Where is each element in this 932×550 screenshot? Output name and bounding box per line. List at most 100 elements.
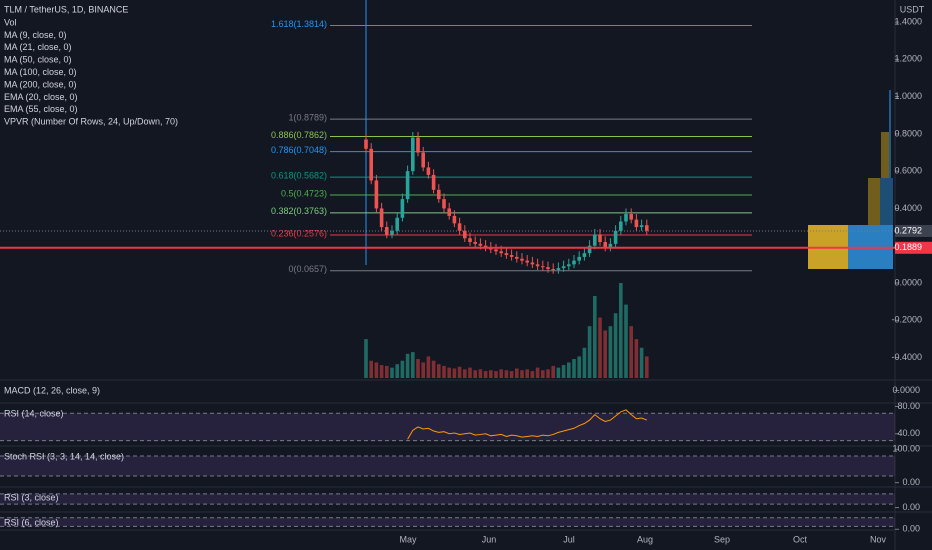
candle-body bbox=[556, 268, 561, 270]
volume-bar bbox=[546, 369, 550, 378]
time-label: Nov bbox=[870, 534, 887, 544]
candle-body bbox=[541, 266, 545, 268]
volume-bar bbox=[551, 365, 555, 378]
pane-band bbox=[0, 517, 895, 527]
price-tick-label: 1.4000 bbox=[894, 16, 922, 26]
pane-title: RSI (6, close) bbox=[4, 517, 59, 527]
legend-item: EMA (55, close, 0) bbox=[4, 104, 78, 114]
candle-body bbox=[385, 227, 389, 235]
candle-body bbox=[530, 262, 535, 265]
pane-tick-label: 0.00 bbox=[902, 524, 920, 534]
line-price-label: 0.1889 bbox=[894, 242, 922, 252]
time-label: Oct bbox=[793, 534, 808, 544]
volume-bar bbox=[608, 326, 613, 378]
candle-body bbox=[582, 253, 587, 257]
volume-bar bbox=[395, 364, 399, 378]
time-label: May bbox=[399, 534, 417, 544]
candle-body bbox=[395, 217, 399, 231]
candle-body bbox=[619, 221, 623, 231]
volume-bar bbox=[561, 365, 566, 378]
symbol-title: TLM / TetherUS, 1D, BINANCE bbox=[4, 4, 128, 14]
volume-bar bbox=[494, 371, 498, 378]
legend-item: MA (50, close, 0) bbox=[4, 55, 72, 65]
candle-body bbox=[499, 251, 503, 254]
volume-bar bbox=[405, 353, 410, 378]
volume-bar bbox=[426, 356, 431, 378]
candle-body bbox=[504, 253, 509, 256]
candle-body bbox=[645, 225, 649, 231]
last-price-badge bbox=[895, 224, 932, 237]
pane-band bbox=[0, 456, 895, 476]
volume-bar bbox=[369, 360, 373, 378]
candle-body bbox=[369, 148, 373, 181]
candle-body bbox=[478, 243, 483, 246]
volume-bar bbox=[525, 369, 529, 378]
candle-body bbox=[426, 167, 431, 175]
volume-bar bbox=[379, 365, 384, 378]
fib-label: 0.618(0.5682) bbox=[271, 170, 327, 180]
pane-tick-label: 0.0000 bbox=[892, 385, 920, 395]
fib-label: 0.786(0.7048) bbox=[271, 145, 327, 155]
legend-item: EMA (20, close, 0) bbox=[4, 92, 78, 102]
fib-label: 0.236(0.2576) bbox=[271, 228, 327, 238]
candle-body bbox=[416, 137, 420, 153]
candle-body bbox=[624, 214, 628, 222]
candle-body bbox=[629, 214, 633, 220]
volume-bar bbox=[645, 356, 649, 378]
volume-bar bbox=[629, 326, 633, 378]
volume-bar bbox=[577, 356, 581, 378]
candle-body bbox=[639, 225, 644, 228]
legend-item: MA (200, close, 0) bbox=[4, 79, 77, 89]
candle-body bbox=[572, 260, 576, 265]
candle-body bbox=[567, 264, 571, 267]
candle-body bbox=[437, 189, 441, 200]
legend-item: VPVR (Number Of Rows, 24, Up/Down, 70) bbox=[4, 117, 178, 127]
volume-bar bbox=[452, 368, 457, 378]
legend-item: MA (21, close, 0) bbox=[4, 42, 72, 52]
candle-body bbox=[587, 245, 592, 254]
pane-tick-label: 0.00 bbox=[902, 502, 920, 512]
volume-bar bbox=[530, 371, 535, 378]
pane-title: RSI (3, close) bbox=[4, 492, 59, 502]
volume-bar bbox=[556, 367, 561, 378]
volume-bar bbox=[416, 359, 420, 378]
price-tick-label: 1.2000 bbox=[894, 54, 922, 64]
volume-bar bbox=[447, 367, 451, 378]
legend-item: MA (100, close, 0) bbox=[4, 67, 77, 77]
fib-label: 1.618(1.3814) bbox=[271, 19, 327, 29]
candle-body bbox=[525, 260, 529, 263]
candle-body bbox=[400, 199, 405, 218]
candle-body bbox=[468, 238, 472, 242]
pane-band bbox=[0, 493, 895, 505]
price-tick-label: 0.0000 bbox=[894, 277, 922, 287]
pane-title: RSI (14, close) bbox=[4, 408, 64, 418]
volume-bar bbox=[515, 368, 519, 378]
time-label: Sep bbox=[714, 534, 730, 544]
pane-tick-label: 80.00 bbox=[897, 401, 920, 411]
pane-band bbox=[0, 413, 895, 441]
volume-bar bbox=[411, 352, 415, 378]
candle-body bbox=[364, 139, 368, 149]
candle-body bbox=[634, 219, 639, 228]
volume-bar bbox=[613, 313, 618, 378]
candle-body bbox=[473, 241, 477, 244]
volume-bar bbox=[509, 371, 514, 378]
volume-bar bbox=[390, 367, 394, 378]
price-tick-label: -0.2000 bbox=[891, 315, 922, 325]
volume-bar bbox=[619, 283, 623, 378]
candle-body bbox=[379, 208, 384, 228]
candle-body bbox=[483, 245, 488, 248]
candle-body bbox=[509, 255, 514, 257]
volume-bar bbox=[639, 347, 644, 378]
candle-body bbox=[577, 256, 581, 261]
candle-body bbox=[551, 269, 555, 271]
volume-bar bbox=[400, 360, 405, 378]
fib-label: 1(0.8789) bbox=[288, 113, 327, 123]
candle-body bbox=[457, 223, 462, 231]
fib-label: 0.382(0.3763) bbox=[271, 206, 327, 216]
legend-item: MA (9, close, 0) bbox=[4, 30, 67, 40]
pane-tick-label: 0.00 bbox=[902, 477, 920, 487]
candle-body bbox=[452, 215, 457, 224]
volume-bar bbox=[499, 369, 503, 378]
